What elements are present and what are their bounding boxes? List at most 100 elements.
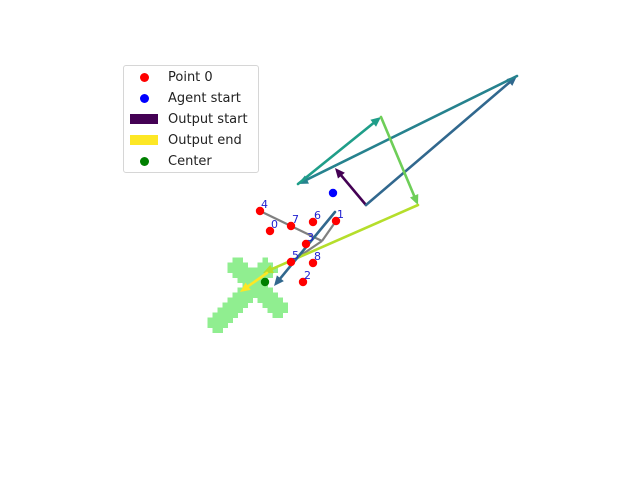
shape-cell	[212, 327, 218, 333]
arrow-head	[263, 264, 274, 274]
shape-cell	[222, 322, 228, 328]
shape-cell	[217, 327, 223, 333]
keypoint-6	[308, 217, 318, 227]
shape-cell	[222, 307, 228, 313]
keypoint-label-2: 2	[304, 269, 311, 282]
legend-swatch	[124, 114, 164, 124]
shape-cell	[257, 262, 263, 268]
shape-cell	[262, 287, 268, 293]
agent-start-point	[328, 188, 338, 198]
shape-cell	[207, 322, 213, 328]
legend-swatch	[124, 135, 164, 145]
shape-cell	[277, 297, 283, 303]
arrow-head	[409, 194, 419, 205]
arrow-head	[370, 117, 381, 127]
shape-cell	[252, 282, 258, 288]
shape-cell	[247, 267, 253, 273]
shape-cell	[262, 302, 268, 308]
legend-marker	[139, 72, 149, 82]
legend-patch	[130, 114, 158, 124]
keypoint-labels: 0 1 2 3 4 5 6 7 8	[261, 198, 344, 282]
shape-cell	[247, 277, 253, 283]
legend-marker	[139, 93, 149, 103]
shape-cell	[217, 307, 223, 313]
shape-cell	[232, 302, 238, 308]
legend-swatch	[124, 156, 164, 166]
shape-cell	[237, 292, 243, 298]
shape-cell	[242, 302, 248, 308]
shape-cell	[252, 267, 258, 273]
shape-cell	[227, 297, 233, 303]
keypoint-label-3: 3	[307, 231, 314, 244]
shape-cell	[247, 292, 253, 298]
keypoint-2	[298, 277, 308, 287]
arrow-shaft	[296, 121, 375, 186]
legend: Point 0 Agent start Output start Output end…	[123, 65, 259, 173]
keypoint-4	[255, 206, 265, 216]
shape-cell	[282, 302, 288, 308]
center-point	[260, 277, 270, 287]
arrow-head	[274, 275, 284, 286]
shape-cell	[267, 302, 273, 308]
keypoint-label-8: 8	[314, 250, 321, 263]
trajectory-arrow	[379, 115, 419, 205]
green-shape-region	[207, 257, 288, 333]
shape-cell	[272, 292, 278, 298]
shape-cell	[267, 307, 273, 313]
shape-cell	[242, 297, 248, 303]
legend-swatch	[124, 93, 164, 103]
shape-cell	[257, 287, 263, 293]
shape-cell	[242, 277, 248, 283]
shape-cell	[217, 312, 223, 318]
shape-cell	[242, 292, 248, 298]
shape-cell	[252, 287, 258, 293]
legend-entry: Output start	[124, 110, 248, 128]
legend-entry: Agent start	[124, 89, 241, 107]
legend-label: Agent start	[168, 90, 241, 106]
shape-cell	[237, 277, 243, 283]
arrow-shaft	[305, 74, 519, 181]
shape-cell	[237, 262, 243, 268]
legend-entry: Output end	[124, 131, 242, 149]
trajectory-arrow	[335, 168, 368, 207]
shape-cell	[257, 277, 263, 283]
shape-cell	[232, 267, 238, 273]
shape-cell	[227, 267, 233, 273]
keypoint-0	[265, 226, 275, 236]
keypoint-1	[331, 216, 341, 226]
shape-cell	[277, 307, 283, 313]
legend-label: Center	[168, 153, 212, 169]
shape-cell	[237, 272, 243, 278]
shape-cell	[247, 272, 253, 278]
keypoint-5	[286, 257, 296, 267]
keypoint-8	[308, 258, 318, 268]
shape-cell	[282, 307, 288, 313]
shape-cell	[262, 297, 268, 303]
keypoints	[255, 188, 341, 287]
shape-cell	[262, 262, 268, 268]
shape-cell	[212, 322, 218, 328]
shape-cell	[252, 292, 258, 298]
keypoint-label-1: 1	[337, 208, 344, 221]
arrow-head	[335, 168, 345, 179]
legend-label: Output end	[168, 132, 242, 148]
shape-cell	[217, 317, 223, 323]
shape-cell	[262, 257, 268, 263]
shape-cell	[247, 297, 253, 303]
shape-cell	[232, 312, 238, 318]
shape-cell	[257, 282, 263, 288]
shape-cell	[232, 297, 238, 303]
shape-cell	[267, 287, 273, 293]
shape-cell	[237, 307, 243, 313]
shape-cell	[242, 267, 248, 273]
keypoint-label-6: 6	[314, 209, 321, 222]
shape-cell	[222, 312, 228, 318]
trajectory-arrow	[298, 74, 519, 184]
trajectory-arrow	[240, 271, 269, 292]
shape-cell	[272, 297, 278, 303]
keypoint-3	[301, 239, 311, 249]
shape-cell	[267, 297, 273, 303]
shape-cell	[277, 312, 283, 318]
shape-cell	[217, 322, 223, 328]
shape-cell	[232, 257, 238, 263]
